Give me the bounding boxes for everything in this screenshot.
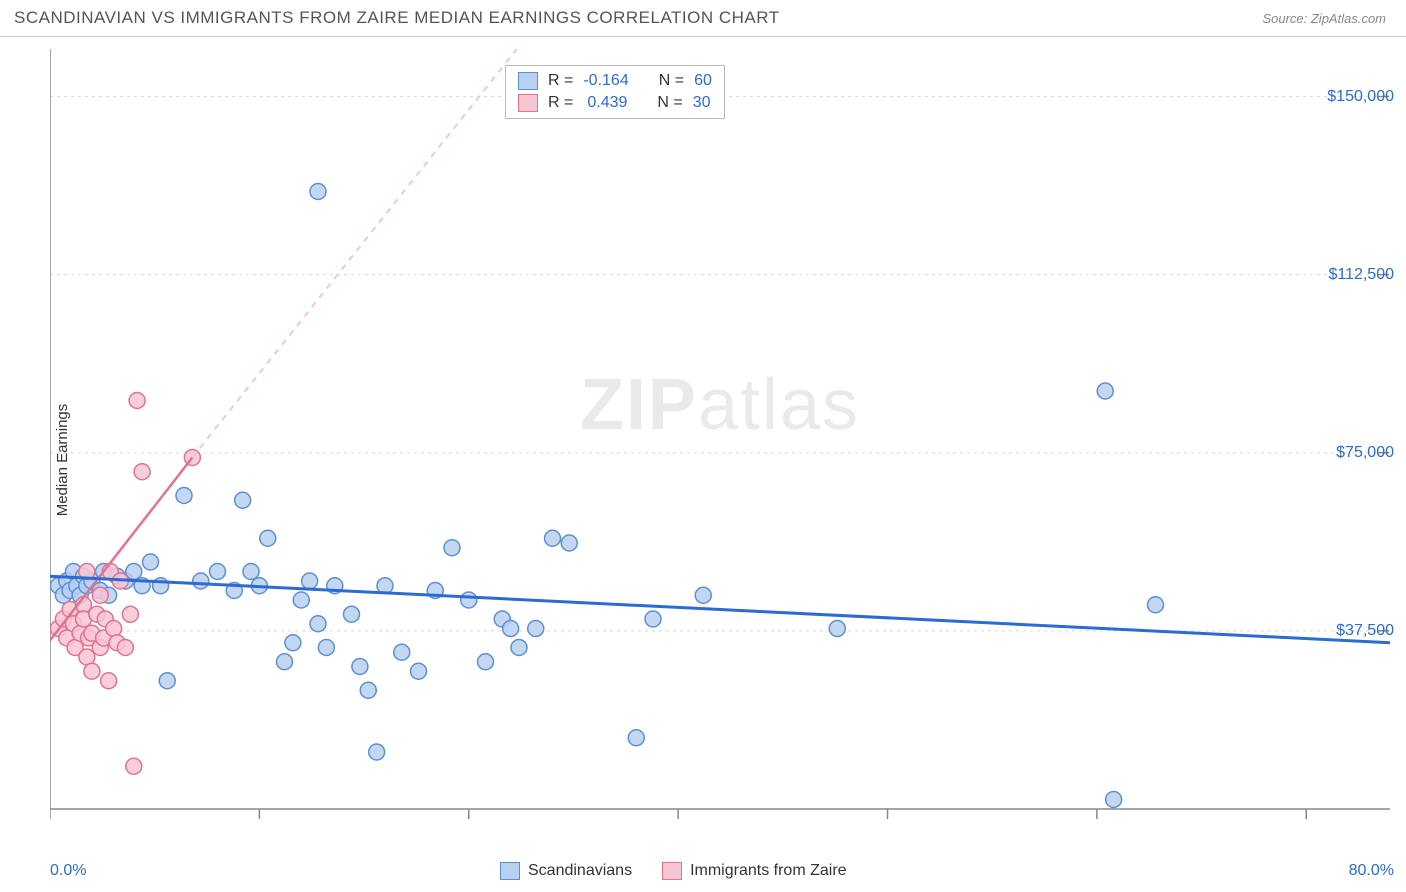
- scatter-svg: [50, 49, 1390, 839]
- swatch-blue-icon: [500, 862, 520, 880]
- series-legend: Scandinavians Immigrants from Zaire: [500, 862, 847, 880]
- x-axis-right-label: 80.0%: [1349, 862, 1394, 880]
- y-tick-label: $150,000: [1327, 88, 1394, 106]
- chart-source: Source: ZipAtlas.com: [1262, 11, 1386, 26]
- legend-row-zaire: R = 0.439 N = 30: [518, 92, 712, 114]
- y-tick-label: $75,000: [1336, 444, 1394, 462]
- legend-item-scandinavians: Scandinavians: [500, 862, 632, 880]
- legend-item-zaire: Immigrants from Zaire: [662, 862, 846, 880]
- swatch-pink-icon: [662, 862, 682, 880]
- chart-title: SCANDINAVIAN VS IMMIGRANTS FROM ZAIRE ME…: [14, 8, 780, 28]
- y-tick-label: $112,500: [1328, 266, 1394, 284]
- chart-header: SCANDINAVIAN VS IMMIGRANTS FROM ZAIRE ME…: [0, 0, 1406, 37]
- legend-row-scandinavians: R = -0.164 N = 60: [518, 70, 712, 92]
- plot-region: ZIPatlas R = -0.164 N = 60 R = 0.439 N =…: [50, 49, 1390, 839]
- correlation-legend: R = -0.164 N = 60 R = 0.439 N = 30: [505, 65, 725, 119]
- y-tick-label: $37,500: [1336, 622, 1394, 640]
- swatch-pink: [518, 94, 538, 112]
- x-axis-left-label: 0.0%: [50, 862, 86, 880]
- swatch-blue: [518, 72, 538, 90]
- chart-area: Median Earnings ZIPatlas R = -0.164 N = …: [0, 37, 1406, 882]
